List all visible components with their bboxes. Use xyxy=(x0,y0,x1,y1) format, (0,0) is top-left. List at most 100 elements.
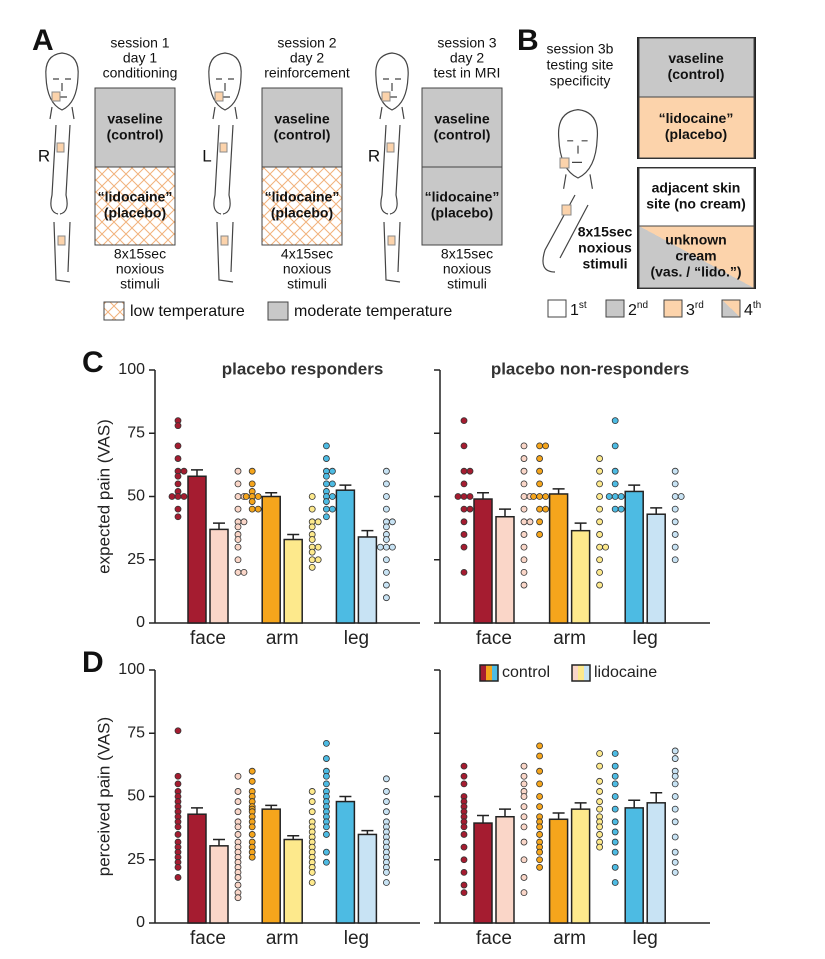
error-bar xyxy=(361,829,374,835)
legend-frame xyxy=(571,664,591,682)
bar xyxy=(335,800,356,924)
session-title: specificity xyxy=(550,73,611,89)
data-point xyxy=(382,543,390,551)
data-point xyxy=(596,543,603,551)
box-text: vaseline xyxy=(434,111,489,127)
data-point xyxy=(466,467,474,475)
data-point xyxy=(240,518,248,526)
order-swatch xyxy=(663,299,683,318)
stimuli-text: noxious xyxy=(283,261,331,277)
data-point xyxy=(460,889,468,897)
data-point xyxy=(308,505,316,513)
data-point xyxy=(234,543,242,551)
session-title: day 2 xyxy=(450,50,484,66)
data-point xyxy=(536,856,543,864)
stimuli-text: noxious xyxy=(116,261,164,277)
bar xyxy=(548,818,569,924)
data-point xyxy=(322,480,330,488)
data-point xyxy=(248,467,256,475)
data-point xyxy=(611,793,619,800)
data-point xyxy=(611,838,619,846)
data-point xyxy=(174,480,182,488)
data-point xyxy=(611,505,619,513)
data-point xyxy=(671,772,679,780)
legend-text: lidocaine xyxy=(594,664,657,681)
session-title: testing site xyxy=(547,57,614,73)
x-tick-label: leg xyxy=(344,928,369,949)
box-text: vaseline xyxy=(668,50,723,66)
face-drawing xyxy=(557,108,599,189)
data-point xyxy=(460,881,468,889)
box-control xyxy=(94,87,176,168)
data-point xyxy=(520,813,528,821)
data-point xyxy=(234,467,242,475)
data-point xyxy=(234,523,242,531)
data-point xyxy=(520,505,528,513)
data-point xyxy=(520,455,528,462)
data-point xyxy=(520,780,528,788)
data-point xyxy=(611,480,619,488)
panel-label: D xyxy=(82,646,104,679)
x-tick-label: face xyxy=(476,628,512,649)
face-features xyxy=(53,78,71,98)
site-mark xyxy=(559,157,570,169)
data-point xyxy=(596,750,603,757)
data-point xyxy=(520,762,528,770)
data-point xyxy=(536,518,543,526)
data-point xyxy=(382,536,390,543)
data-point xyxy=(328,467,336,475)
data-point xyxy=(234,772,242,780)
data-point xyxy=(536,442,543,450)
y-tick-label: 50 xyxy=(127,788,145,805)
order-number: 2 xyxy=(628,302,637,319)
order-suffix: st xyxy=(579,300,587,311)
box-text: “lidocaine” xyxy=(425,189,500,205)
data-point xyxy=(382,879,390,886)
data-point xyxy=(382,556,390,564)
data-point xyxy=(460,569,468,576)
box-text: (control) xyxy=(434,127,491,143)
data-point xyxy=(234,788,242,795)
data-point xyxy=(174,863,182,871)
data-point xyxy=(460,772,468,780)
error-bar xyxy=(265,804,278,810)
x-tick-label: arm xyxy=(266,928,299,949)
error-bar xyxy=(477,491,489,500)
box-text: vaseline xyxy=(274,111,329,127)
site-mark xyxy=(219,142,228,153)
data-point xyxy=(520,889,528,897)
data-point xyxy=(596,531,603,538)
data-point xyxy=(671,848,679,856)
data-point xyxy=(671,793,679,800)
data-point xyxy=(308,523,316,531)
data-point xyxy=(234,808,242,816)
data-point xyxy=(308,556,316,564)
data-point xyxy=(248,480,256,488)
order-swatch xyxy=(547,299,567,318)
data-point xyxy=(174,422,182,430)
data-point xyxy=(322,513,330,521)
data-point xyxy=(308,536,316,543)
data-point xyxy=(611,863,619,871)
bar xyxy=(283,838,303,924)
stimuli-text: noxious xyxy=(443,261,491,277)
session-title: conditioning xyxy=(103,65,178,81)
data-point xyxy=(596,569,603,576)
data-point xyxy=(174,727,182,735)
data-point xyxy=(322,755,330,762)
data-point xyxy=(536,803,543,811)
order-swatch xyxy=(605,299,625,318)
data-point xyxy=(248,823,256,831)
box-placebo xyxy=(261,166,343,246)
data-point xyxy=(382,523,390,531)
data-point xyxy=(617,505,625,513)
side-label: R xyxy=(368,146,380,165)
x-tick-label: leg xyxy=(633,928,658,949)
stimuli-text: 8x15sec xyxy=(114,246,166,262)
error-bar xyxy=(213,838,225,846)
data-point xyxy=(671,747,679,755)
data-point xyxy=(254,493,262,500)
data-point xyxy=(677,493,685,500)
data-point xyxy=(248,498,256,505)
data-point xyxy=(671,556,679,564)
